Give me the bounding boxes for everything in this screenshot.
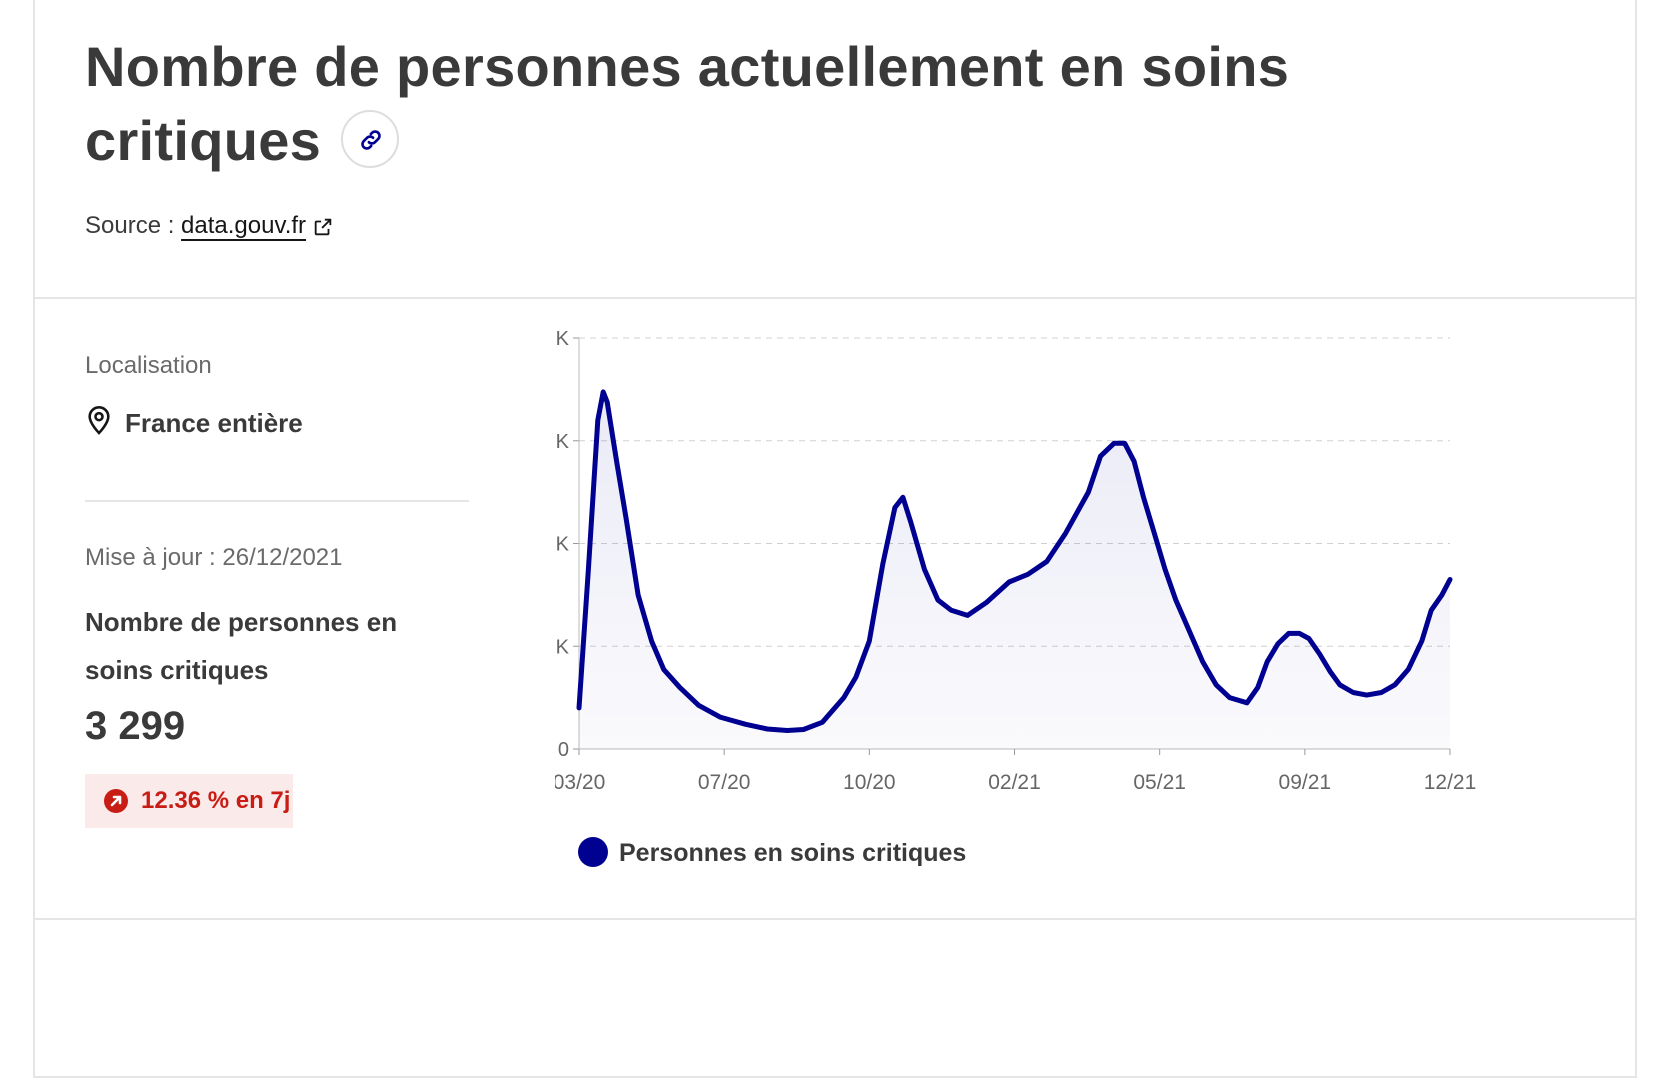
y-tick-label: 4K	[555, 534, 570, 556]
page-title-text: Nombre de personnes actuellement en soin…	[85, 35, 1290, 172]
x-tick-label: 12/21	[1424, 771, 1477, 794]
source-line: Source : data.gouv.fr	[85, 212, 334, 240]
legend-item[interactable]: Personnes en soins critiques	[578, 837, 966, 867]
x-tick-label: 10/20	[843, 771, 896, 794]
series-line	[576, 389, 1453, 733]
metric-value: 3 299	[85, 704, 186, 748]
legend-marker	[578, 837, 608, 867]
y-axis: 0 2K 4K 6K 8K	[555, 328, 580, 761]
x-tick-label: 09/21	[1279, 771, 1332, 794]
sidebar-divider	[85, 500, 469, 502]
copy-link-button[interactable]	[341, 110, 400, 169]
y-tick-label: 6K	[555, 431, 570, 453]
page-title: Nombre de personnes actuellement en soin…	[85, 30, 1385, 178]
x-tick-label: 03/20	[555, 771, 605, 794]
trend-badge: 12.36 % en 7j	[85, 774, 293, 828]
card-header: Nombre de personnes actuellement en soin…	[35, 0, 1635, 299]
source-link[interactable]: data.gouv.fr	[181, 212, 334, 239]
x-tick-label: 07/20	[698, 771, 751, 794]
map-pin-icon	[88, 406, 110, 435]
location-label: Localisation	[85, 352, 212, 379]
metric-label: Nombre de personnes en soins critiques	[85, 607, 398, 685]
series-area	[579, 391, 1450, 749]
external-link-icon	[314, 218, 332, 235]
source-label: Source :	[85, 212, 182, 239]
x-tick-label: 02/21	[988, 771, 1041, 794]
trend-text: 12.36 % en 7j	[141, 787, 291, 814]
chart-card: Nombre de personnes actuellement en soin…	[33, 0, 1637, 1078]
y-tick-label: 0	[558, 739, 569, 761]
location-value-text: France entière	[125, 408, 303, 438]
x-tick-label: 05/21	[1133, 771, 1186, 794]
area-chart: 0 2K 4K 6K 8K 03/20 07/20 10/20 02/21 05/21 09/21…	[555, 328, 1477, 867]
source-link-text: data.gouv.fr	[181, 212, 307, 239]
arrow-up-right-icon	[104, 789, 128, 813]
y-tick-label: 8K	[555, 328, 570, 350]
card-divider	[35, 918, 1635, 920]
legend-label: Personnes en soins critiques	[619, 839, 966, 867]
update-date: Mise à jour : 26/12/2021	[85, 544, 343, 571]
location-value: France entière	[85, 406, 303, 439]
chart-grid	[579, 337, 1450, 647]
link-icon	[361, 130, 381, 150]
x-axis: 03/20 07/20 10/20 02/21 05/21 09/21 12/21	[555, 748, 1477, 794]
y-tick-label: 2K	[555, 636, 570, 658]
